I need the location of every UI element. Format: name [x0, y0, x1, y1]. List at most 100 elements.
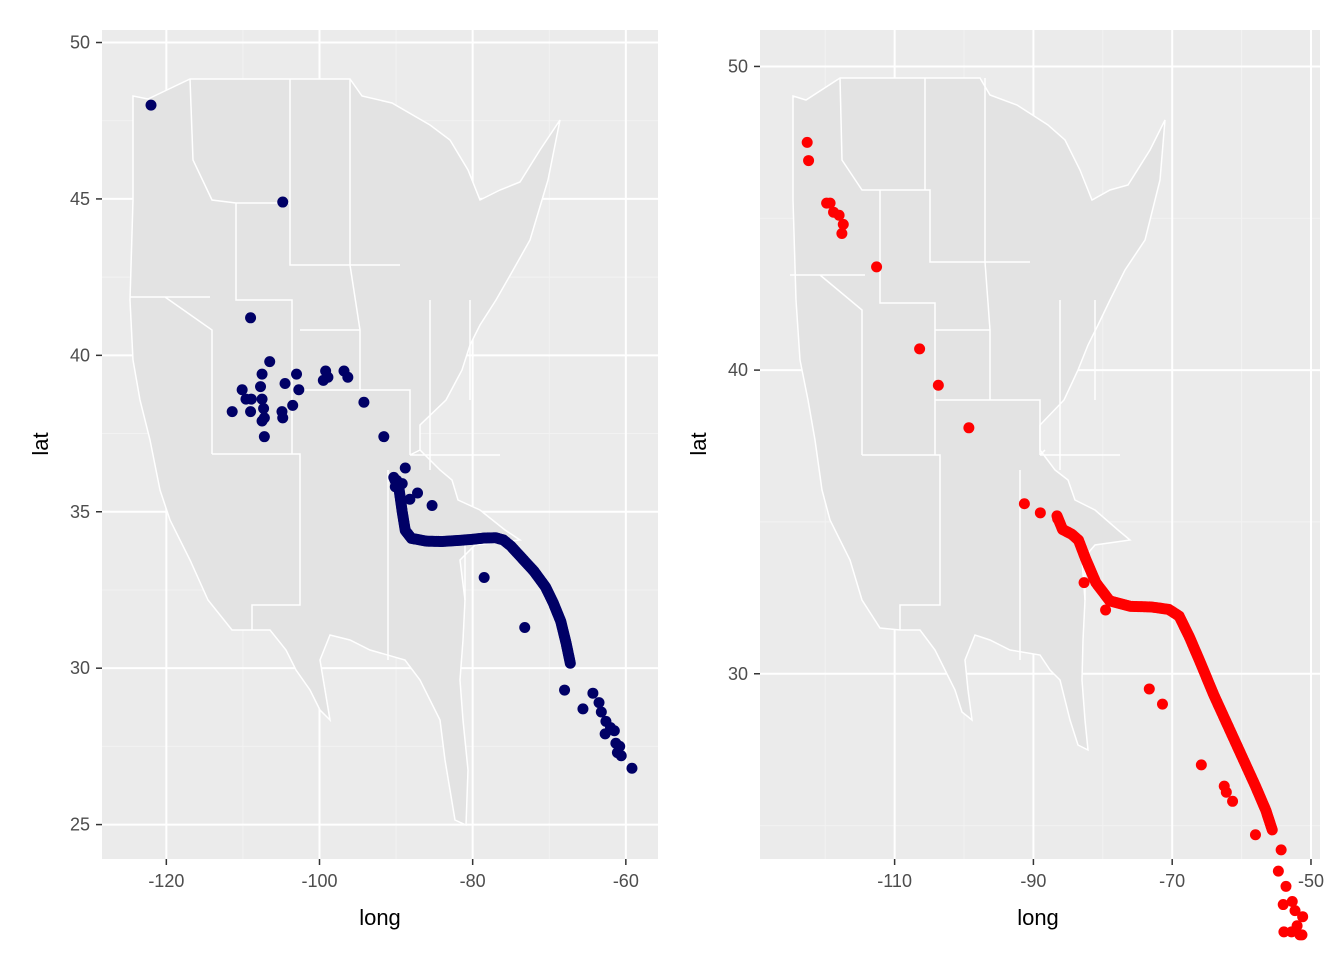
right-data-point	[1143, 683, 1155, 695]
left-data-point	[256, 415, 268, 427]
right-y-tick-label: 50	[728, 56, 748, 76]
right-x-tick-label: -70	[1159, 871, 1185, 891]
left-data-point	[519, 622, 531, 634]
left-map-state-borders	[130, 78, 500, 660]
right-points	[801, 136, 1309, 941]
left-data-point	[236, 384, 248, 396]
left-y-tick-label: 50	[70, 33, 90, 53]
right-data-point	[1078, 577, 1090, 589]
left-data-point	[145, 99, 157, 111]
right-data-point	[1289, 905, 1301, 917]
left-data-point	[291, 368, 303, 380]
right-data-point	[1278, 926, 1290, 938]
left-data-point	[599, 728, 611, 740]
left-map-background	[129, 78, 561, 827]
right-data-point	[1280, 880, 1292, 892]
right-data-point	[803, 155, 815, 167]
left-y-tick-label: 25	[70, 815, 90, 835]
left-data-point	[277, 412, 289, 424]
left-data-point	[240, 393, 252, 405]
right-x-tick-label: -50	[1298, 871, 1324, 891]
left-y-tick-label: 35	[70, 502, 90, 522]
right-data-point	[1220, 786, 1232, 798]
left-data-point	[396, 478, 408, 490]
right-map-background	[790, 77, 1166, 752]
left-data-point	[258, 403, 270, 415]
left-data-point	[608, 725, 620, 737]
left-points	[145, 99, 638, 774]
right-data-point	[1052, 513, 1064, 525]
left-data-point	[559, 684, 571, 696]
left-data-point	[245, 312, 257, 324]
left-data-point	[595, 706, 607, 718]
right-data-point	[1156, 698, 1168, 710]
right-data-point	[914, 343, 926, 355]
left-data-point	[626, 762, 638, 774]
left-data-point	[226, 406, 238, 418]
right-data-point	[1286, 926, 1298, 938]
left-data-point	[255, 381, 267, 393]
right-data-point	[801, 136, 813, 148]
left-y-tick-label: 30	[70, 658, 90, 678]
right-data-point	[1100, 604, 1112, 616]
left-data-point	[245, 406, 257, 418]
left-x-axis-title: long	[359, 905, 401, 930]
left-data-point	[256, 393, 268, 405]
right-data-point	[1275, 844, 1287, 856]
left-axes: -120 -100 -80 -60 25 30 35 40 45 50	[70, 33, 639, 891]
right-y-tick-label: 40	[728, 360, 748, 380]
right-x-tick-label: -90	[1020, 871, 1046, 891]
left-data-point	[577, 703, 589, 715]
right-data-point	[1286, 896, 1298, 908]
right-data-point	[1227, 795, 1239, 807]
right-map-country-shape	[792, 77, 1166, 752]
right-data-point	[837, 218, 849, 230]
left-data-point	[358, 396, 370, 408]
right-data-point	[1018, 498, 1030, 510]
left-data-point	[342, 371, 354, 383]
left-data-point	[412, 487, 424, 499]
left-x-tick-label: -100	[301, 871, 337, 891]
left-data-point	[426, 500, 438, 512]
left-data-point	[287, 399, 299, 411]
left-data-point	[293, 384, 305, 396]
left-data-point	[256, 368, 268, 380]
left-x-tick-label: -120	[148, 871, 184, 891]
right-data-point	[1296, 929, 1308, 941]
right-x-tick-label: -110	[877, 871, 912, 891]
right-data-point	[1297, 911, 1309, 923]
left-data-point	[317, 374, 329, 386]
right-data-point	[871, 261, 883, 273]
left-data-point	[478, 571, 490, 583]
right-y-axis-title: lat	[686, 432, 711, 455]
right-data-point	[833, 209, 845, 221]
right-data-point	[963, 422, 975, 434]
left-track-point	[564, 657, 576, 669]
right-data-point	[824, 197, 836, 209]
right-data-point	[1277, 899, 1289, 911]
left-y-axis-title: lat	[28, 432, 53, 455]
right-y-tick-label: 30	[728, 664, 748, 684]
left-y-tick-label: 45	[70, 189, 90, 209]
right-x-axis-title: long	[1017, 905, 1059, 930]
left-data-point	[264, 356, 276, 368]
left-data-point	[615, 750, 627, 762]
left-data-point	[587, 687, 599, 699]
left-data-point	[258, 431, 270, 443]
left-chart: -120 -100 -80 -60 25 30 35 40 45 50 long lat	[28, 30, 658, 930]
left-map-country-shape	[129, 78, 561, 827]
right-data-point	[1249, 829, 1261, 841]
left-data-point	[279, 377, 291, 389]
right-data-point	[836, 227, 848, 239]
right-track-point	[1266, 824, 1278, 836]
right-data-point	[1272, 865, 1284, 877]
left-y-tick-label: 40	[70, 345, 90, 365]
left-data-point	[378, 431, 390, 443]
left-data-point	[593, 697, 605, 709]
right-data-point	[1195, 759, 1207, 771]
right-data-point	[932, 379, 944, 391]
right-data-point	[1034, 507, 1046, 519]
left-data-point	[277, 196, 289, 208]
left-x-tick-label: -80	[460, 871, 486, 891]
